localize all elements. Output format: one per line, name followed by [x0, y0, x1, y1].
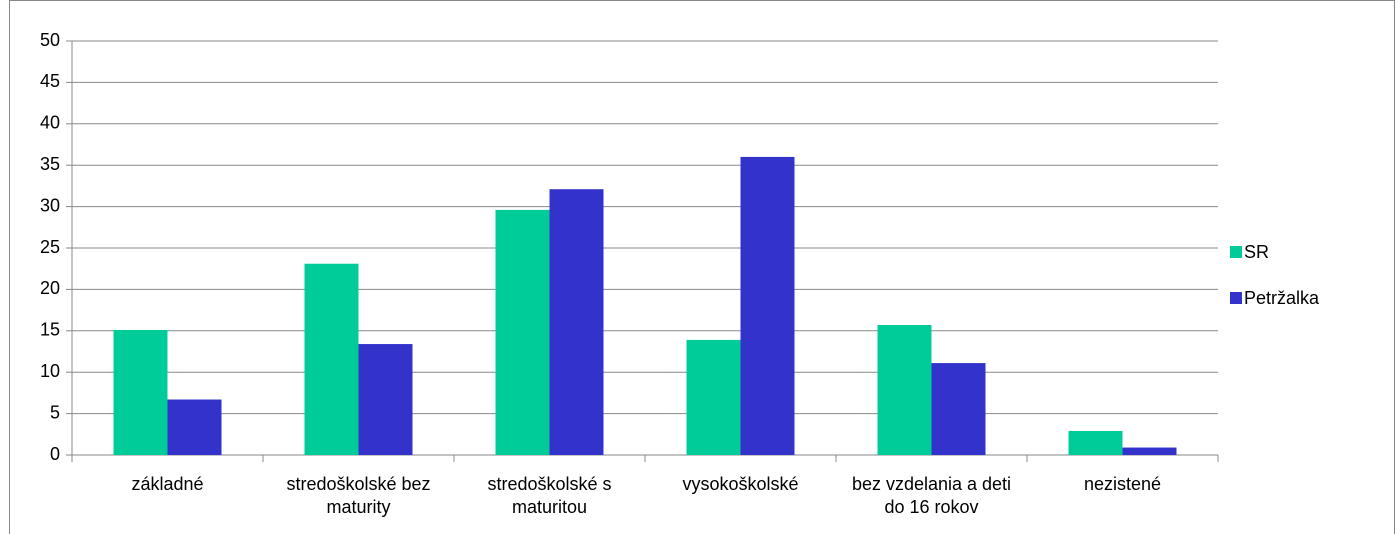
legend-swatch: [1230, 246, 1242, 258]
y-tick-label: 35: [40, 154, 60, 174]
x-tick-label: základné: [131, 474, 204, 494]
bar: [1068, 430, 1123, 455]
y-tick-label: 15: [40, 320, 60, 340]
x-tick-label: nezistené: [1083, 474, 1162, 494]
chart-frame: [9, 0, 1395, 534]
bar: [877, 325, 932, 455]
bar: [931, 363, 986, 455]
legend-label: Petržalka: [1244, 288, 1320, 308]
bar: [358, 344, 413, 455]
y-tick-label: 25: [40, 237, 60, 257]
y-tick-label: 45: [40, 71, 60, 91]
bar: [1122, 447, 1177, 455]
legend-swatch: [1230, 292, 1242, 304]
y-tick-label: 30: [40, 195, 60, 215]
y-tick-label: 0: [50, 444, 60, 464]
legend-label: SR: [1244, 242, 1269, 262]
x-tick-label: vysokoškolské: [682, 474, 799, 494]
y-tick-label: 40: [40, 113, 60, 133]
x-tick-label: stredoškolské bez maturity: [286, 474, 431, 517]
y-tick-label: 50: [40, 30, 60, 50]
bar: [740, 156, 795, 456]
y-tick-label: 10: [40, 361, 60, 381]
x-tick-label: stredoškolské s maturitou: [487, 474, 612, 517]
y-tick-label: 5: [50, 402, 60, 422]
y-tick-label: 20: [40, 278, 60, 298]
bar: [113, 329, 168, 455]
bar: [549, 189, 604, 455]
bar: [686, 339, 741, 455]
bar: [495, 209, 550, 455]
x-tick-label: bez vzdelania a deti do 16 rokov: [851, 474, 1012, 517]
bar: [304, 263, 359, 455]
bar: [167, 399, 222, 455]
